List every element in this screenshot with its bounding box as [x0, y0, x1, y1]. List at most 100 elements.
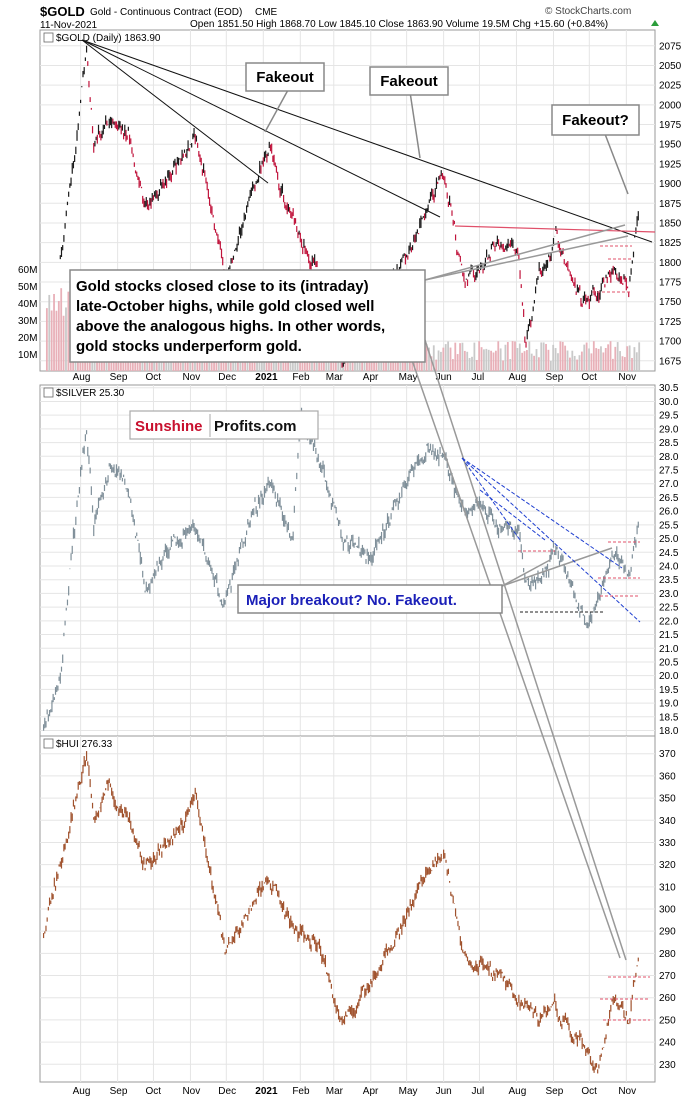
y-tick-label: 23.0: [659, 589, 679, 600]
volume-bar: [547, 349, 550, 371]
volume-bar: [504, 344, 507, 371]
y-tick-label: 330: [659, 838, 676, 849]
y-tick-label: 1775: [659, 278, 682, 289]
x-tick-label: May: [399, 372, 418, 383]
trendline: [81, 39, 653, 243]
x-tick-label: Nov: [182, 372, 200, 383]
volume-bar: [456, 354, 459, 371]
y-tick-label: 22.5: [659, 603, 679, 614]
y-tick-label: 320: [659, 860, 676, 871]
y-tick-label: 26.5: [659, 493, 679, 504]
fakeout-label-box: [245, 62, 325, 92]
panel-frame: [39, 384, 656, 737]
y-tick-label: 1850: [659, 218, 682, 229]
y-tick-label: 19.5: [659, 685, 679, 696]
y-tick-label: 1950: [659, 140, 682, 151]
pointer-line: [501, 559, 551, 587]
volume-bar: [554, 348, 557, 371]
y-tick-label: 2050: [659, 61, 682, 72]
y-tick-label: 30.0: [659, 397, 679, 408]
volume-bar: [506, 342, 509, 371]
volume-bar: [528, 341, 531, 371]
y-tick-label: 29.0: [659, 424, 679, 435]
y-tick-label: 1975: [659, 120, 682, 131]
x-tick-label: Oct: [145, 372, 161, 383]
y-tick-label: 270: [659, 971, 676, 982]
volume-bar: [609, 341, 612, 371]
x-tick-label: Mar: [326, 1086, 344, 1097]
note-text-line: Gold stocks closed close to its (intrada…: [76, 278, 369, 295]
pointer-line: [424, 224, 626, 281]
x-tick-label: Jul: [471, 372, 484, 383]
volume-bar: [588, 348, 590, 371]
fakeout-label: Fakeout: [256, 69, 314, 86]
y-tick-label: 290: [659, 927, 676, 938]
volume-bar: [449, 347, 452, 371]
x-tick-label: Apr: [363, 372, 379, 383]
pointer-line: [264, 89, 289, 133]
legend-icon: [43, 387, 54, 398]
volume-bar: [454, 342, 457, 371]
y-tick-label: 2025: [659, 81, 682, 92]
panel-title: $HUI 276.33: [56, 739, 113, 750]
volume-bar: [502, 360, 504, 371]
y-tick-label: 1875: [659, 199, 682, 210]
brand-name-part1: Sunshine: [135, 418, 203, 435]
volume-bar: [604, 347, 607, 371]
y-tick-label: 18.0: [659, 726, 679, 737]
fakeout-label: Fakeout: [380, 73, 438, 90]
volume-bar: [526, 350, 528, 371]
volume-bar: [490, 350, 493, 371]
y-tick-label: 18.5: [659, 712, 679, 723]
fakeout-question-label-box: [551, 104, 640, 136]
y-tick-label: 280: [659, 949, 676, 960]
x-tick-label: Apr: [363, 1086, 379, 1097]
volume-bar: [633, 347, 636, 371]
y-tick-label: 27.5: [659, 466, 679, 477]
x-tick-label: Aug: [73, 372, 91, 383]
y-tick-label: 21.5: [659, 630, 679, 641]
y-tick-label: 20.5: [659, 657, 679, 668]
y-tick-label: 1825: [659, 238, 682, 249]
volume-bar: [518, 343, 521, 371]
x-tick-label: 2021: [255, 372, 278, 383]
y-tick-label: 350: [659, 794, 676, 805]
trendline-blue: [461, 457, 623, 569]
volume-bar: [561, 341, 564, 371]
volume-bar: [578, 355, 581, 371]
volume-bar: [55, 310, 58, 371]
volume-bar: [564, 345, 567, 371]
note-text-line: late-October highs, while gold closed we…: [76, 298, 374, 315]
volume-bar: [62, 315, 65, 371]
volume-bar: [616, 342, 619, 371]
volume-bar: [573, 355, 576, 371]
y-tick-label: 1700: [659, 337, 682, 348]
y-tick-label: 21.0: [659, 644, 679, 655]
volume-bar: [459, 343, 461, 371]
volume-bar: [583, 344, 586, 371]
volume-bar: [626, 346, 629, 371]
volume-bar: [428, 347, 430, 371]
y-tick-label: 19.0: [659, 699, 679, 710]
panel-silver: 18.0 18.5 19.0 19.5 20.0 20.5 21.0 21.5 22.0 22.5…: [39, 383, 679, 737]
y-tick-label: 260: [659, 993, 676, 1004]
volume-bar: [435, 359, 438, 371]
volume-bar: [576, 359, 578, 371]
y-tick-label: 22.0: [659, 616, 679, 627]
y-tick-label: 29.5: [659, 411, 679, 422]
brand-box: [129, 410, 319, 440]
fakeout-label-box: [369, 66, 449, 96]
up-arrow-icon: [651, 20, 659, 26]
x-tick-label: Sep: [545, 372, 563, 383]
trendline-red: [454, 225, 656, 233]
pointer-line: [424, 235, 629, 281]
volume-bar: [619, 351, 621, 371]
volume-bar: [53, 293, 55, 371]
silver-note-text: Major breakout? No. Fakeout.: [246, 592, 457, 609]
volume-bar: [635, 352, 638, 371]
volume-bar: [595, 348, 598, 371]
silver-note-box: [237, 584, 503, 614]
x-tick-label: Oct: [581, 372, 597, 383]
volume-bar: [600, 346, 602, 371]
